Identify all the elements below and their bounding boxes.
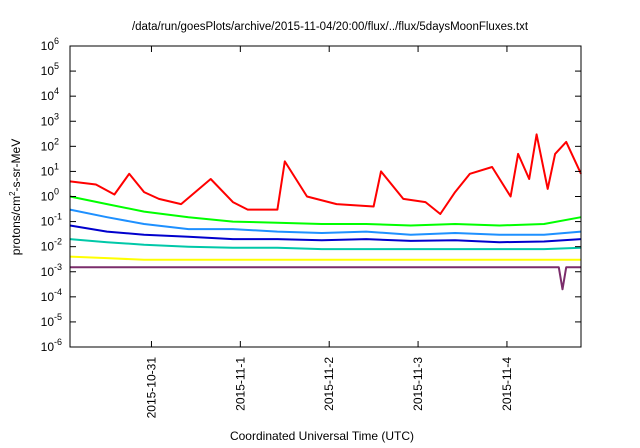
y-tick-label: 106 [41,36,59,53]
y-axis-label-sup: 2 [8,191,17,196]
plot-frame [69,45,582,348]
y-axis-label-main: protons/cm [9,196,23,255]
series-line-5 [69,238,582,251]
y-tick-label: 105 [41,61,59,78]
y-axis-label: protons/cm2-s-sr-MeV [8,139,23,255]
y-tick-label: 10-5 [41,312,62,329]
y-tick-label: 10-4 [41,287,62,304]
y-tick-label: 102 [41,136,59,153]
y-tick-label: 10-2 [41,237,62,254]
y-tick-label: 10-1 [41,212,62,229]
x-tick-label: 2015-11-2 [322,357,336,411]
y-axis-label-rest: -s-sr-MeV [9,139,23,192]
y-tick-label: 103 [41,111,59,128]
x-axis-label: Coordinated Universal Time (UTC) [230,429,414,443]
series-line-4 [69,224,582,244]
series-line-6 [69,255,581,261]
series-line-7 [70,266,581,291]
x-tick-label: 2015-11-4 [500,357,514,411]
series-line-3 [69,208,582,236]
y-tick-label: 10-3 [41,262,62,279]
series-layer [69,133,582,291]
x-tick-label: 2015-11-1 [233,357,247,411]
y-tick-label: 104 [41,86,59,103]
series-line-2 [69,195,582,227]
y-tick-label: 101 [41,161,59,178]
series-line-1 [69,133,582,215]
y-tick-label: 100 [41,187,59,204]
x-tick-label: 2015-11-3 [411,357,425,411]
x-tick-label: 2015-10-31 [145,357,159,419]
y-tick-label: 10-6 [41,337,62,354]
chart-title: /data/run/goesPlots/archive/2015-11-04/2… [132,21,529,33]
axes-layer: 10-6 10-5 10-4 10-3 10-2 10-1 100 101 102 103 104 1… [41,36,581,418]
